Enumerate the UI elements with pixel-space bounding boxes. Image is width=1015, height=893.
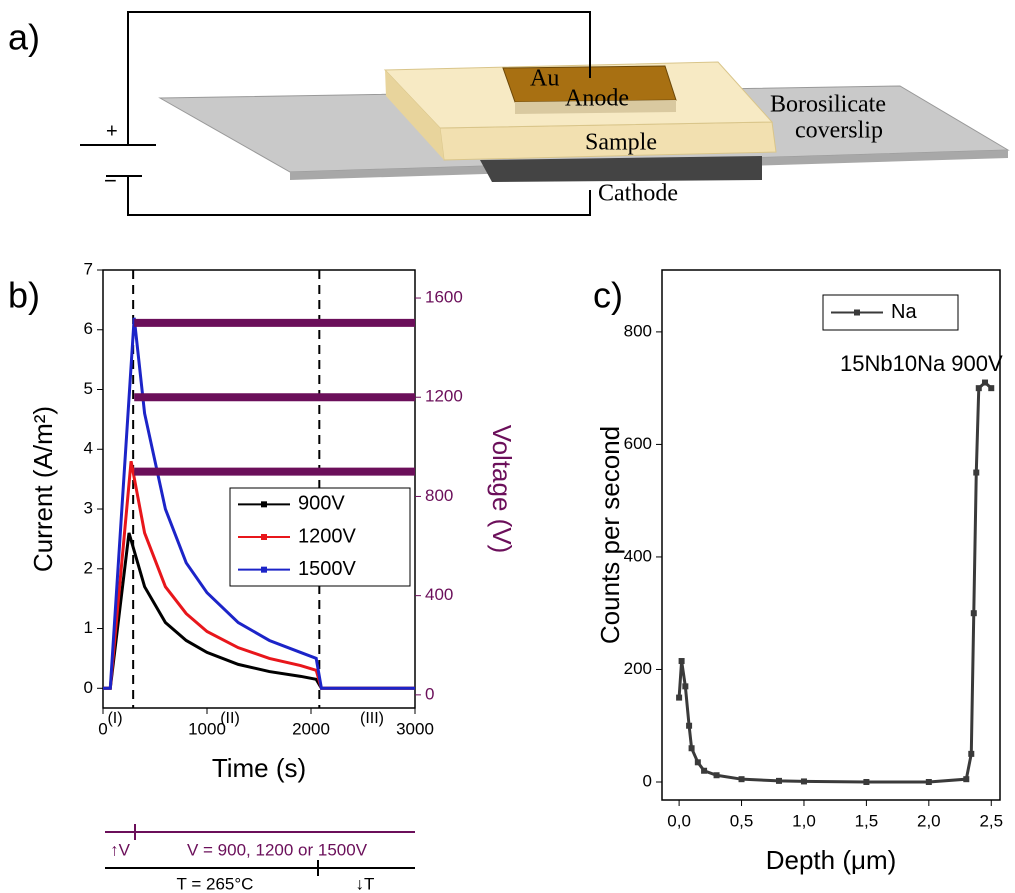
wire: [127, 176, 591, 216]
label: +: [106, 120, 118, 142]
label: Borosilicate: [770, 92, 886, 118]
data-point: [713, 772, 720, 779]
data-point: [678, 658, 685, 665]
data-point: [676, 694, 683, 701]
y-tick-label: 5: [84, 379, 93, 398]
y-tick-label: 4: [84, 439, 93, 458]
x-axis-label: Depth (μm): [766, 845, 897, 875]
data-point: [738, 776, 745, 783]
x-axis-label: Time (s): [212, 753, 306, 783]
x-tick-label: 2,5: [979, 811, 1003, 830]
plot-frame: [102, 269, 416, 709]
y-tick-label: 400: [624, 546, 652, 565]
label: coverslip: [795, 118, 883, 144]
legend-box: [822, 294, 959, 331]
x-tick-label: 0,5: [730, 811, 754, 830]
data-point: [800, 778, 807, 785]
legend-marker: [261, 501, 267, 508]
data-point: [863, 778, 870, 785]
y2-tick-label: 0: [425, 684, 434, 703]
data-point: [963, 776, 970, 783]
label: Sample: [585, 130, 657, 156]
region-label: (II): [220, 710, 240, 727]
data-point: [982, 379, 989, 386]
y-tick-label: 7: [84, 259, 93, 278]
timeline-label: V = 900, 1200 or 1500V: [187, 840, 368, 859]
wire: [127, 11, 591, 145]
label: Au: [530, 66, 559, 92]
data-point: [925, 778, 932, 785]
x-tick-label: 1,5: [855, 811, 879, 830]
x-tick-label: 1,0: [792, 811, 816, 830]
timeline-label: T = 265°C: [177, 874, 254, 893]
data-point: [968, 750, 975, 757]
x-tick-label: 0: [98, 719, 107, 738]
legend-label: 900V: [298, 493, 345, 515]
region-label: (I): [107, 710, 122, 727]
label: −: [104, 168, 117, 193]
y-tick-label: 800: [624, 321, 652, 340]
data-point: [686, 722, 693, 729]
timeline-label: ↑V: [110, 840, 131, 859]
data-point: [775, 777, 782, 784]
timeline: ↑V V = 900, 1200 or 1500V T = 265°C ↓T: [105, 824, 415, 893]
sample-left: [385, 70, 444, 160]
x-tick-label: 1000: [188, 719, 226, 738]
data-point: [975, 385, 982, 392]
x-tick-label: 2000: [292, 719, 330, 738]
legend-marker: [854, 309, 860, 316]
y2-tick-label: 1600: [425, 288, 463, 307]
x-tick-label: 2,0: [917, 811, 941, 830]
series-line: [677, 380, 993, 784]
plot-frame: [661, 269, 1001, 801]
y2-axis-label: Voltage (V): [487, 425, 517, 554]
anode-side: [515, 100, 676, 114]
panel-label: a): [8, 17, 40, 58]
y2-tick-label: 800: [425, 486, 453, 505]
legend-marker: [261, 566, 267, 573]
y-tick-label: 600: [624, 434, 652, 453]
panel-label: b): [8, 275, 40, 316]
data-point: [988, 385, 995, 392]
y2-tick-label: 1200: [425, 387, 463, 406]
cathode: [480, 156, 762, 182]
data-point: [682, 683, 689, 690]
data-point: [701, 767, 708, 774]
legend-label: Na: [891, 301, 917, 323]
y-tick-label: 6: [84, 319, 93, 338]
label: Anode: [565, 86, 629, 112]
y-tick-label: 2: [84, 558, 93, 577]
y-axis-label: Current (A/m²): [28, 406, 58, 572]
timeline-label: ↓T: [356, 874, 375, 893]
panel-label: c): [593, 275, 623, 316]
data-point: [970, 610, 977, 617]
region-label: (III): [360, 710, 384, 727]
data-point: [973, 469, 980, 476]
annotation: 15Nb10Na 900V: [840, 351, 1003, 376]
y-axis-label: Counts per second: [595, 426, 625, 644]
legend-label: 1500V: [298, 558, 356, 580]
y-tick-label: 200: [624, 659, 652, 678]
label: Cathode: [598, 181, 678, 207]
y-tick-label: 1: [84, 618, 93, 637]
x-tick-label: 0,0: [667, 811, 691, 830]
x-tick-label: 3000: [396, 719, 434, 738]
y-tick-label: 0: [643, 771, 652, 790]
y-tick-label: 3: [84, 499, 93, 518]
y2-tick-label: 400: [425, 585, 453, 604]
data-point: [694, 759, 701, 766]
data-point: [688, 745, 695, 752]
legend-label: 1200V: [298, 525, 356, 547]
series-line: [103, 317, 415, 690]
diagram: Au Anode Sample Borosilicate coverslip C…: [80, 11, 1010, 216]
legend-marker: [261, 534, 267, 540]
y-tick-label: 0: [84, 678, 93, 697]
